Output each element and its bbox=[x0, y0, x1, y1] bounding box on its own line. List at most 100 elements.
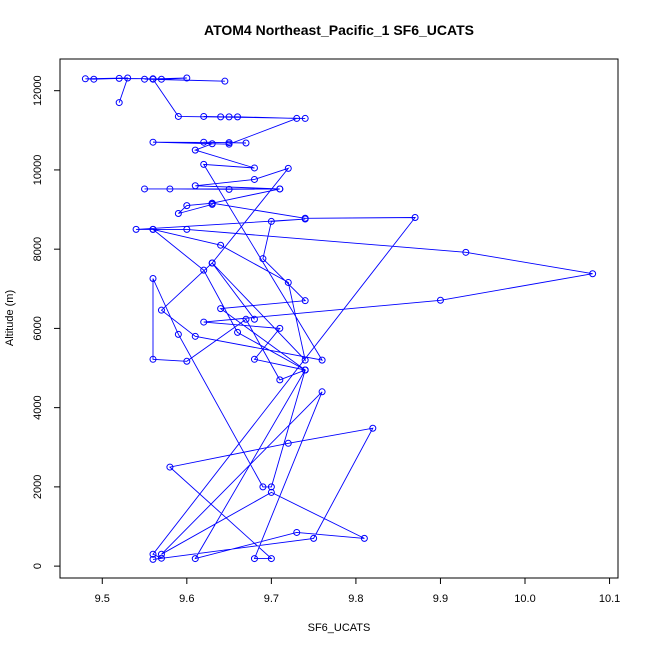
y-tick-label: 10000 bbox=[32, 155, 44, 186]
data-point bbox=[191, 332, 199, 340]
data-point bbox=[115, 74, 123, 82]
series-layer bbox=[81, 74, 597, 563]
x-axis-label: SF6_UCATS bbox=[308, 622, 371, 634]
data-point bbox=[301, 366, 309, 374]
data-point bbox=[174, 210, 182, 218]
x-tick-label: 9.7 bbox=[264, 593, 279, 605]
x-tick-label: 9.9 bbox=[433, 593, 448, 605]
data-point bbox=[310, 534, 318, 542]
data-point bbox=[200, 112, 208, 120]
data-point bbox=[318, 388, 326, 396]
data-point bbox=[267, 555, 275, 563]
data-point bbox=[293, 114, 301, 122]
data-point bbox=[200, 160, 208, 168]
data-point bbox=[208, 259, 216, 267]
data-point bbox=[301, 356, 309, 364]
data-point bbox=[225, 185, 233, 193]
data-point bbox=[174, 112, 182, 120]
y-axis-label: Altitude (m) bbox=[4, 290, 16, 346]
data-point bbox=[157, 306, 165, 314]
data-point bbox=[141, 75, 149, 83]
data-point bbox=[217, 305, 225, 313]
data-point bbox=[217, 113, 225, 121]
chart-title: ATOM4 Northeast_Pacific_1 SF6_UCATS bbox=[204, 22, 474, 38]
data-point bbox=[436, 296, 444, 304]
data-point bbox=[115, 99, 123, 107]
data-point bbox=[149, 555, 157, 563]
data-point bbox=[267, 217, 275, 225]
data-point bbox=[250, 164, 258, 172]
data-point bbox=[191, 182, 199, 190]
data-point bbox=[293, 528, 301, 536]
x-tick-label: 9.5 bbox=[95, 593, 110, 605]
data-point bbox=[149, 225, 157, 233]
data-point bbox=[132, 225, 140, 233]
data-point bbox=[259, 255, 267, 263]
data-point bbox=[157, 554, 165, 562]
data-point bbox=[200, 138, 208, 146]
data-point bbox=[242, 139, 250, 147]
data-point bbox=[318, 356, 326, 364]
data-point bbox=[208, 199, 216, 207]
data-point bbox=[589, 270, 597, 278]
data-point bbox=[301, 114, 309, 122]
data-point bbox=[411, 213, 419, 221]
data-point bbox=[166, 463, 174, 471]
data-point bbox=[157, 550, 165, 558]
data-point bbox=[200, 266, 208, 274]
y-tick-label: 8000 bbox=[32, 237, 44, 261]
data-point bbox=[183, 225, 191, 233]
data-point bbox=[90, 75, 98, 83]
data-point bbox=[360, 534, 368, 542]
data-point bbox=[250, 355, 258, 363]
y-tick-label: 12000 bbox=[32, 75, 44, 106]
data-point bbox=[259, 483, 267, 491]
data-point bbox=[234, 328, 242, 336]
data-point bbox=[462, 248, 470, 256]
x-tick-label: 9.8 bbox=[348, 593, 363, 605]
x-tick-label: 10.1 bbox=[599, 593, 620, 605]
data-point bbox=[183, 202, 191, 210]
plot-frame bbox=[59, 58, 619, 579]
series-line bbox=[85, 77, 593, 560]
data-point bbox=[174, 330, 182, 338]
data-point bbox=[191, 555, 199, 563]
x-tick-label: 10.0 bbox=[514, 593, 535, 605]
data-point bbox=[149, 75, 157, 83]
data-point bbox=[157, 75, 165, 83]
data-point bbox=[149, 550, 157, 558]
data-point bbox=[81, 75, 89, 83]
data-point bbox=[166, 185, 174, 193]
data-point bbox=[284, 439, 292, 447]
data-point bbox=[225, 113, 233, 121]
data-point bbox=[234, 113, 242, 121]
data-point bbox=[250, 175, 258, 183]
data-point bbox=[191, 146, 199, 154]
data-point bbox=[183, 74, 191, 82]
y-tick-label: 0 bbox=[32, 563, 44, 569]
data-point bbox=[284, 278, 292, 286]
x-tick-label: 9.6 bbox=[179, 593, 194, 605]
data-point bbox=[149, 355, 157, 363]
data-point bbox=[225, 139, 233, 147]
data-point bbox=[200, 318, 208, 326]
data-point bbox=[369, 424, 377, 432]
data-point bbox=[276, 185, 284, 193]
data-point bbox=[217, 241, 225, 249]
data-point bbox=[141, 185, 149, 193]
y-tick-label: 2000 bbox=[32, 475, 44, 499]
x-axis: 9.5 9.6 9.7 9.8 9.9 10.0 10.1 bbox=[95, 577, 620, 605]
data-point bbox=[124, 74, 132, 82]
data-point bbox=[284, 164, 292, 172]
data-point bbox=[149, 274, 157, 282]
data-point bbox=[301, 215, 309, 223]
y-axis: 0 2000 4000 6000 8000 10000 12000 bbox=[32, 75, 61, 569]
data-point bbox=[276, 376, 284, 384]
data-point bbox=[267, 483, 275, 491]
data-point bbox=[250, 555, 258, 563]
data-point bbox=[301, 297, 309, 305]
data-point bbox=[221, 77, 229, 85]
data-point bbox=[149, 138, 157, 146]
